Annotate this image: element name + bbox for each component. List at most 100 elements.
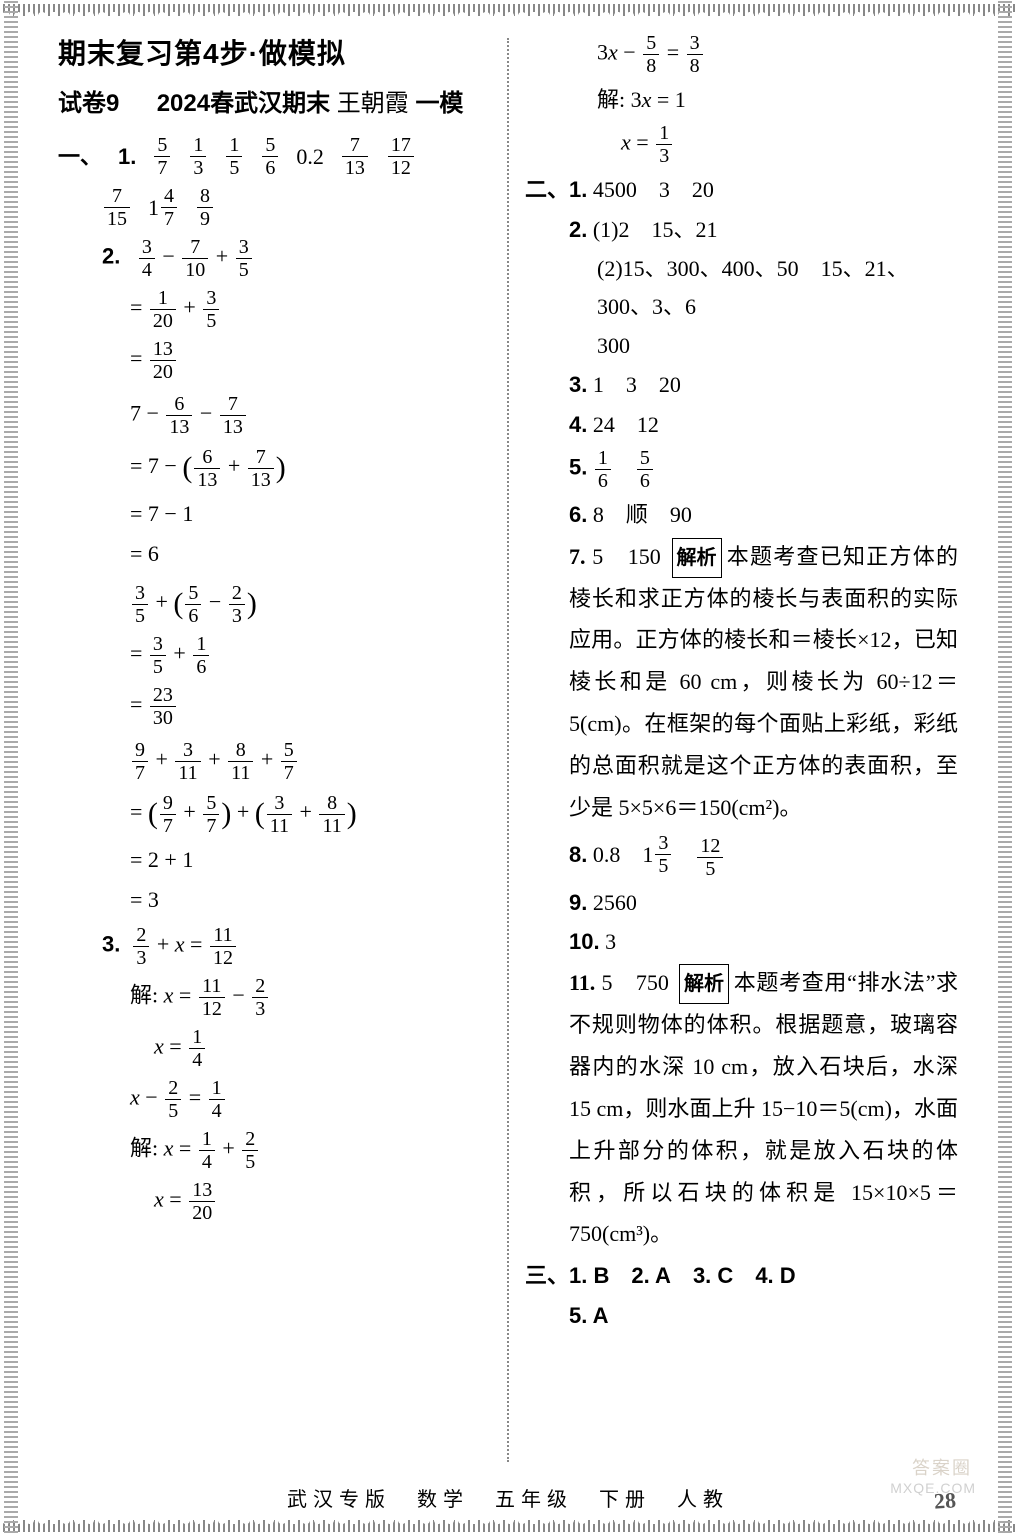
border-left [4, 0, 18, 1536]
watermark-url: MXQE.COM [890, 1480, 976, 1496]
frac: 15 [226, 134, 242, 179]
ans: 8 顺 90 [593, 502, 692, 527]
watermark-cn: 答案圈 [912, 1454, 972, 1480]
paper-tail: 一模 [415, 90, 463, 117]
mc-ans: 4. D [755, 1263, 795, 1288]
eq-line: = 7 − 1 [58, 495, 491, 532]
ans: 5 150 [592, 544, 661, 569]
column-divider [507, 38, 509, 1462]
s2q2: 2. (1)2 15、21 [525, 211, 958, 248]
frac: 56 [262, 134, 278, 179]
q-label: 2. [569, 217, 587, 242]
s2q9: 9. 2560 [525, 884, 958, 921]
border-right [998, 0, 1012, 1536]
explain-text: 本题考查用“排水法”求不规则物体的体积。根据题意，玻璃容器内的水深 10 cm，… [569, 970, 958, 1246]
frac: 1712 [388, 134, 414, 179]
section-1-label: 一、 [58, 138, 102, 175]
ans: 300 [597, 333, 630, 358]
s2q3: 3. 1 3 20 [525, 366, 958, 403]
jiexi-tag: 解析 [679, 964, 729, 1004]
q2: 2. 34 − 710 + 35 [58, 234, 491, 283]
s2q7: 7. 5 150 解析本题考查已知正方体的棱长和求正方体的棱长与表面积的实际应用… [525, 536, 958, 829]
s2q5: 5. 16 56 [525, 445, 958, 494]
mc-ans: 1. B [569, 1263, 609, 1288]
explain-text: 本题考查已知正方体的棱长和求正方体的棱长与表面积的实际应用。正方体的棱长和＝棱长… [569, 544, 958, 820]
eq-line: = (97 + 57) + (311 + 811) [58, 788, 491, 839]
mc-ans: 5. A [569, 1303, 609, 1328]
q-label: 6. [569, 502, 587, 527]
q2-label: 2. [102, 244, 120, 269]
frac: 713 [342, 134, 368, 179]
q-label: 4. [569, 412, 587, 437]
s2q6: 6. 8 顺 90 [525, 496, 958, 533]
paper-number: 试卷9 [58, 90, 119, 117]
eq-line: 7 − 613 − 713 [58, 391, 491, 440]
frac: 89 [197, 185, 213, 230]
eq-line: x = 13 [525, 120, 958, 169]
q3-label: 3. [102, 932, 120, 957]
paper-desc: 2024春武汉期末 [157, 90, 330, 117]
s3-row2: 5. A [525, 1297, 958, 1334]
s2q4: 4. 24 12 [525, 406, 958, 443]
eq-line: 解: x = 14 + 25 [58, 1126, 491, 1175]
eq-line: = 6 [58, 535, 491, 572]
author-name: 王朝霞 [337, 91, 409, 117]
eq-line: = 3 [58, 881, 491, 918]
ans: 4500 3 20 [593, 177, 714, 202]
ans: (1)2 15、21 [593, 217, 718, 242]
ans: 0.8 [593, 842, 621, 867]
ans: 2560 [593, 890, 637, 915]
eq-line: 解: 3x = 1 [525, 81, 958, 118]
ans: (2)15、300、400、50 15、21、300、3、6 [597, 256, 909, 318]
q-label: 7. [569, 544, 586, 569]
frac: 715 [104, 185, 130, 230]
s2q2b: (2)15、300、400、50 15、21、300、3、6 [525, 250, 958, 325]
val: 0.2 [296, 138, 324, 175]
eq-line: = 1320 [58, 336, 491, 385]
eq-line: x = 14 [58, 1024, 491, 1073]
frac: 57 [154, 134, 170, 179]
ans: 24 12 [593, 412, 659, 437]
ans: 3 [605, 929, 616, 954]
q-label: 9. [569, 890, 587, 915]
section-3-label: 三、 [525, 1263, 569, 1288]
right-column: 3x − 58 = 38 解: 3x = 1 x = 13 二、1. 4500 … [517, 30, 966, 1470]
eq-line: x = 1320 [58, 1177, 491, 1226]
eq-line: = 7 − (613 + 713) [58, 442, 491, 493]
q-label: 5. [569, 455, 587, 480]
s2q8: 8. 0.8 135 125 [525, 830, 958, 881]
q-label: 8. [569, 842, 587, 867]
mixed: 147 [148, 183, 179, 232]
q1-label: 1. [118, 138, 136, 175]
s2q2c: 300 [525, 327, 958, 364]
q1-row2: 715 147 89 [58, 183, 491, 232]
content-columns: 期末复习第4步·做模拟 试卷9 2024春武汉期末 王朝霞 一模 一、 1. 57… [50, 30, 966, 1470]
s3-row1: 三、1. B 2. A 3. C 4. D [525, 1257, 958, 1294]
eq-line: x − 25 = 14 [58, 1075, 491, 1124]
main-title: 期末复习第4步·做模拟 [58, 30, 491, 78]
eq-line: = 2330 [58, 682, 491, 731]
q1-row1: 一、1. 57 13 15 56 0.2 713 1712 [58, 132, 491, 181]
left-column: 期末复习第4步·做模拟 试卷9 2024春武汉期末 王朝霞 一模 一、 1. 57… [50, 30, 499, 1470]
q-label: 3. [569, 372, 587, 397]
eq-line: 97 + 311 + 811 + 57 [58, 737, 491, 786]
s2q10: 10. 3 [525, 923, 958, 960]
eq-line: = 2 + 1 [58, 841, 491, 878]
eq-line: 35 + (56 − 23) [58, 578, 491, 629]
ans: 5 750 [601, 970, 668, 995]
eq-line: = 120 + 35 [58, 285, 491, 334]
section-2-label: 二、 [525, 177, 569, 202]
page: 期末复习第4步·做模拟 试卷9 2024春武汉期末 王朝霞 一模 一、 1. 57… [0, 0, 1016, 1536]
mc-ans: 2. A [631, 1263, 671, 1288]
footer-text: 武汉专版 数学 五年级 下册 人教 [0, 1483, 1016, 1512]
jiexi-tag: 解析 [672, 538, 722, 578]
eq-line: 3x − 58 = 38 [525, 30, 958, 79]
q-label: 10. [569, 929, 600, 954]
q-label: 11. [569, 970, 595, 995]
q-label: 1. [569, 177, 587, 202]
q3: 3. 23 + x = 1112 [58, 922, 491, 971]
eq-line: 解: x = 1112 − 23 [58, 973, 491, 1022]
sub-title: 试卷9 2024春武汉期末 王朝霞 一模 [58, 84, 491, 125]
ans: 1 3 20 [593, 372, 681, 397]
eq-line: = 35 + 16 [58, 631, 491, 680]
